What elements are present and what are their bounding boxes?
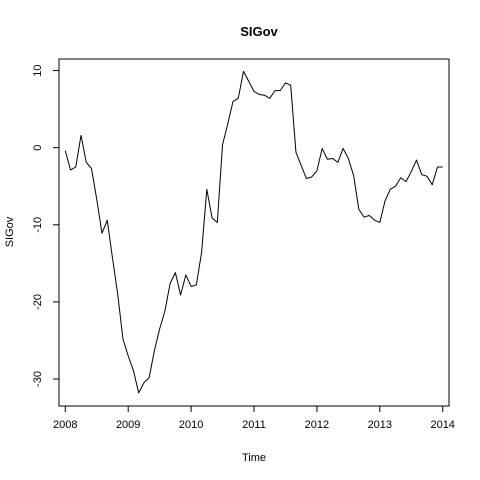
x-axis: 2008 2009 2010 2011 2012 2013 2014 [53,406,455,431]
x-axis-label: Time [242,452,266,464]
series-line [64,70,443,394]
x-tick-label: 2012 [305,419,329,431]
x-tick-label: 2014 [430,419,454,431]
x-tick-label: 2013 [368,419,392,431]
series-layer [64,70,443,394]
y-tick-label: 10 [32,64,44,76]
chart-title: SIGov [240,24,278,39]
x-tick-label: 2008 [53,419,77,431]
x-tick-label: 2011 [242,419,266,431]
y-axis: -30 -20 -10 0 10 [32,64,59,387]
y-tick-label: 0 [32,145,44,151]
x-tick-label: 2009 [116,419,140,431]
y-tick-label: -30 [32,371,44,387]
plot-frame [58,58,450,407]
y-axis-label: SIGov [4,216,16,247]
x-tick-label: 2010 [179,419,203,431]
y-tick-label: -10 [32,217,44,233]
y-tick-label: -20 [32,294,44,310]
